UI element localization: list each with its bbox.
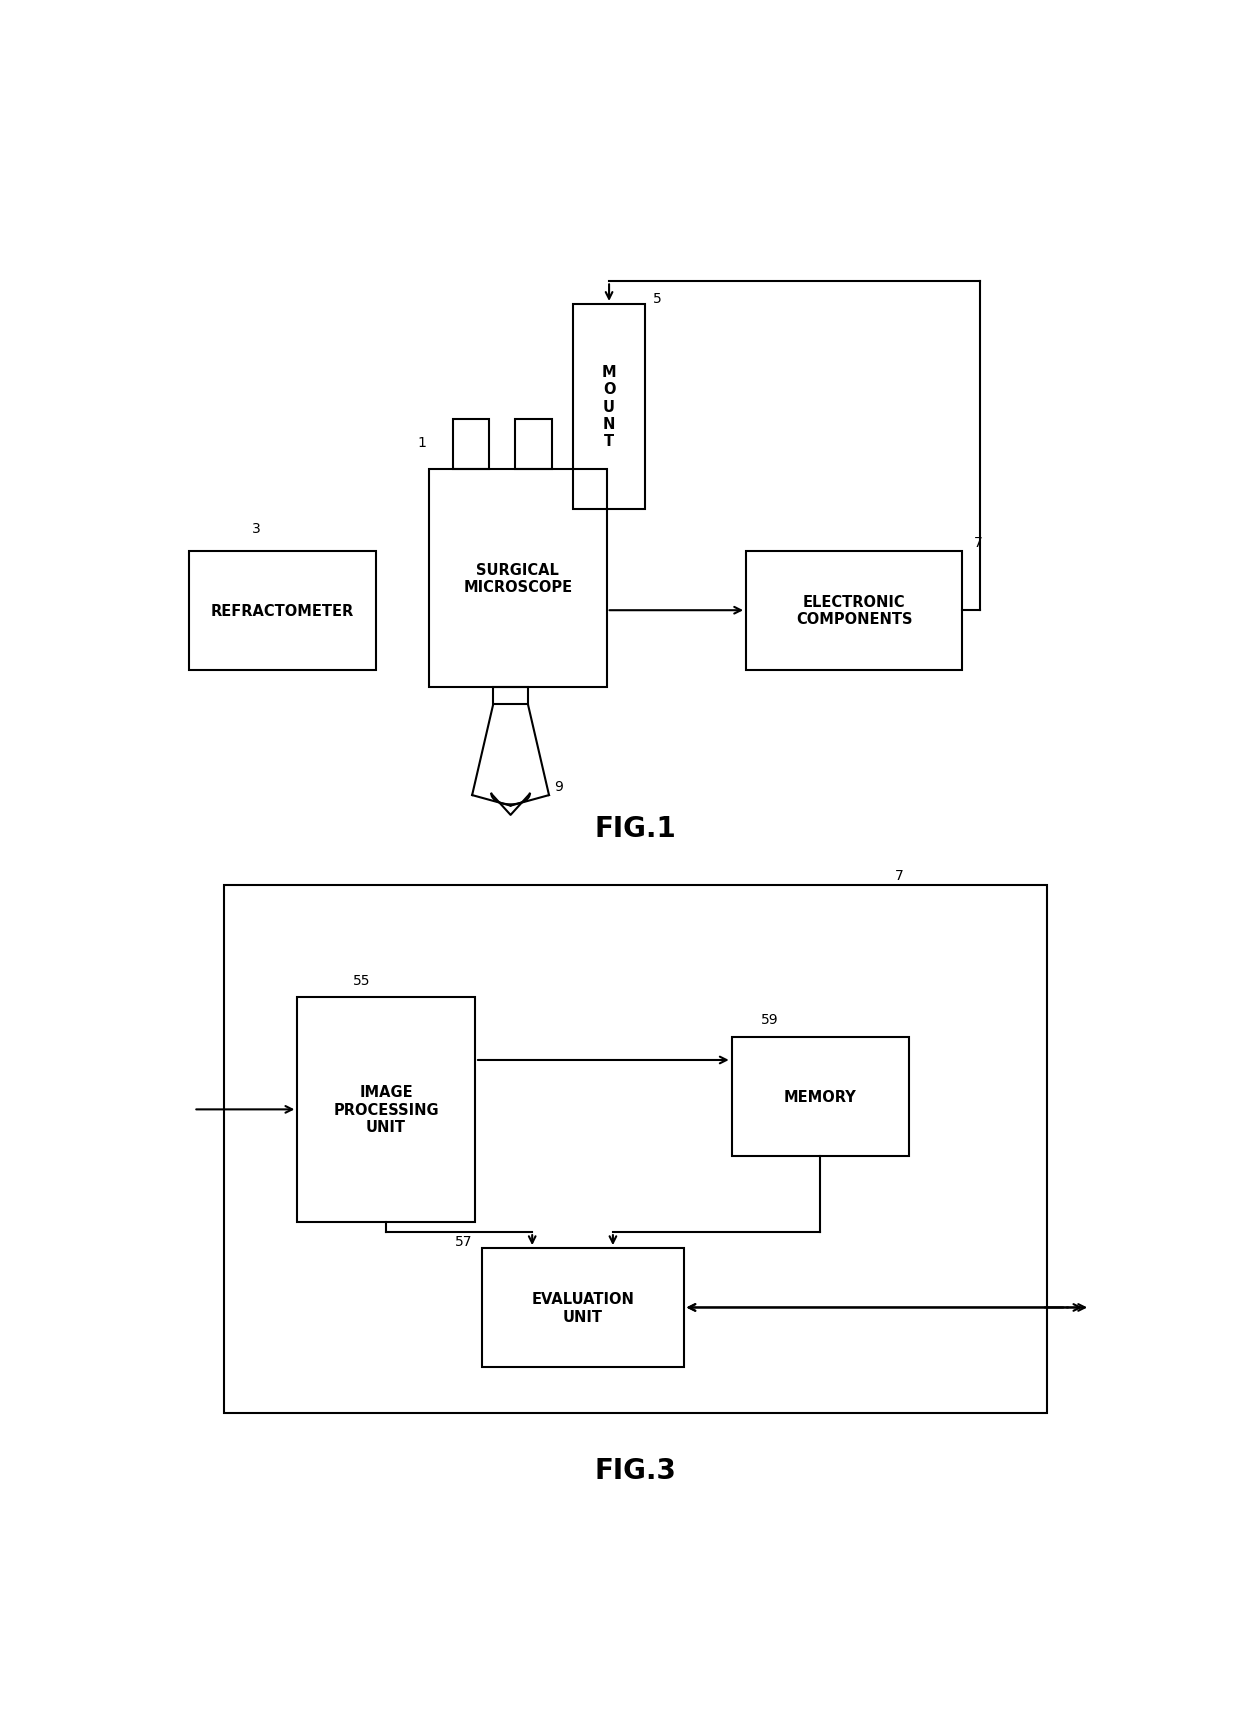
Text: SURGICAL
MICROSCOPE: SURGICAL MICROSCOPE: [464, 562, 573, 595]
Text: FIG.3: FIG.3: [594, 1455, 677, 1484]
Text: EVALUATION
UNIT: EVALUATION UNIT: [531, 1292, 634, 1323]
Text: 5: 5: [652, 291, 662, 305]
Bar: [298, 998, 475, 1222]
Bar: [732, 1037, 909, 1155]
Bar: [481, 1248, 683, 1368]
Text: 1: 1: [417, 435, 427, 449]
Text: 57: 57: [455, 1234, 472, 1250]
Bar: [453, 420, 490, 470]
Bar: [746, 552, 962, 670]
Text: REFRACTOMETER: REFRACTOMETER: [211, 603, 353, 619]
Text: IMAGE
PROCESSING
UNIT: IMAGE PROCESSING UNIT: [334, 1085, 439, 1135]
Text: MEMORY: MEMORY: [784, 1088, 857, 1104]
Bar: [516, 420, 552, 470]
Bar: [429, 470, 606, 687]
Text: 9: 9: [554, 780, 563, 794]
Bar: [188, 552, 376, 670]
Bar: [224, 886, 1047, 1414]
Text: ELECTRONIC
COMPONENTS: ELECTRONIC COMPONENTS: [796, 595, 913, 627]
Text: 55: 55: [353, 974, 371, 987]
Text: 7: 7: [973, 535, 982, 550]
Text: M
O
U
N
T: M O U N T: [601, 365, 616, 449]
Bar: [494, 687, 528, 704]
Bar: [573, 305, 645, 509]
Text: FIG.1: FIG.1: [595, 814, 676, 843]
Text: 59: 59: [761, 1013, 779, 1027]
Text: 3: 3: [252, 523, 260, 536]
Text: 7: 7: [895, 869, 904, 883]
